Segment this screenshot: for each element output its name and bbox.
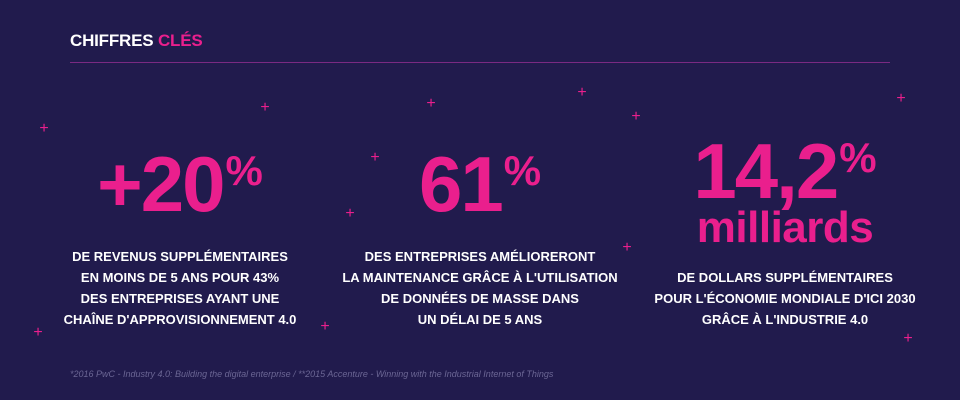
page-title: CHIFFRES CLÉS	[70, 31, 203, 51]
stat-number: +20	[97, 140, 225, 228]
description-line: LA MAINTENANCE GRÂCE À L'UTILISATION	[342, 270, 618, 285]
stat-number: 61	[418, 140, 504, 228]
description-line: CHAÎNE D'APPROVISIONNEMENT 4.0	[63, 312, 297, 327]
description-line: GRÂCE À L'INDUSTRIE 4.0	[701, 312, 869, 327]
plus-decoration: +	[320, 318, 330, 335]
description-line: UN DÉLAI DE 5 ANS	[417, 312, 543, 327]
plus-decoration: +	[903, 330, 913, 347]
plus-decoration: +	[370, 149, 380, 166]
plus-decoration: +	[33, 324, 43, 341]
stat-unit: %	[503, 147, 542, 194]
stat-value-3: 14,2% milliards	[655, 132, 915, 250]
description-line: POUR L'ÉCONOMIE MONDIALE D'ICI 2030	[654, 291, 916, 306]
stat-number: 14,2	[693, 127, 839, 215]
description-line: DES ENTREPRISES AYANT UNE	[80, 291, 280, 306]
stat-value-1: +20%	[60, 145, 300, 223]
plus-decoration: +	[260, 99, 270, 116]
description-line: DE DOLLARS SUPPLÉMENTAIRES	[677, 270, 893, 285]
plus-decoration: +	[631, 108, 641, 125]
description-line: DE DONNÉES DE MASSE DANS	[381, 291, 579, 306]
plus-decoration: +	[39, 120, 49, 137]
title-divider	[70, 62, 890, 63]
stat-unit: %	[225, 147, 263, 194]
description-line: DES ENTREPRISES AMÉLIORERONT	[364, 249, 596, 264]
description-line: EN MOINS DE 5 ANS POUR 43%	[80, 270, 280, 285]
plus-decoration: +	[345, 205, 355, 222]
title-accent: CLÉS	[157, 31, 203, 50]
plus-decoration: +	[622, 239, 632, 256]
source-footnote: *2016 PwC - Industry 4.0: Building the d…	[70, 369, 554, 379]
stat-subvalue: milliards	[696, 203, 874, 252]
stat-description-3: DE DOLLARS SUPPLÉMENTAIRES POUR L'ÉCONOM…	[625, 267, 945, 330]
plus-decoration: +	[896, 90, 906, 107]
plus-decoration: +	[577, 84, 587, 101]
title-main: CHIFFRES	[70, 31, 154, 50]
stat-value-2: 61%	[370, 145, 590, 223]
plus-decoration: +	[426, 95, 436, 112]
stat-description-2: DES ENTREPRISES AMÉLIORERONT LA MAINTENA…	[320, 246, 640, 330]
stat-description-1: DE REVENUS SUPPLÉMENTAIRES EN MOINS DE 5…	[30, 246, 330, 330]
stat-unit: %	[839, 134, 877, 181]
description-line: DE REVENUS SUPPLÉMENTAIRES	[72, 249, 288, 264]
